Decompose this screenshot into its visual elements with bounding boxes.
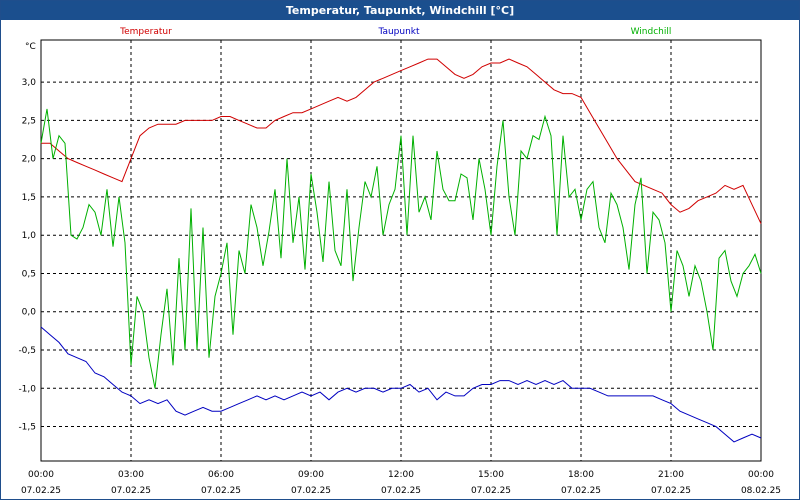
grid-lines [41,40,761,461]
legend-windchill: Windchill [631,27,672,37]
y-tick-label: 0,0 [22,308,37,318]
y-tick-label: 0,5 [22,269,36,279]
y-tick-label: 1,0 [22,231,37,241]
x-tick-date: 07.02.25 [561,486,601,496]
x-tick-time: 21:00 [658,470,684,480]
x-tick-time: 15:00 [478,470,504,480]
y-tick-label: -0,5 [18,346,36,356]
x-tick-date: 07.02.25 [21,486,61,496]
series-line-windchill [40,108,762,389]
y-tick-label: 1,5 [22,193,36,203]
y-tick-label: 3,0 [22,78,37,88]
y-tick-label: -1,5 [18,423,36,433]
y-tick-label: 2,5 [22,116,36,126]
x-axis-ticks: 00:00 07.02.25 03:00 07.02.25 06:00 07.02.25 0… [21,470,781,496]
series-lines [40,58,762,443]
x-tick-date: 07.02.25 [201,486,241,496]
x-tick-date: 07.02.25 [111,486,151,496]
y-tick-label: 2,0 [22,155,37,165]
x-tick-time: 03:00 [118,470,144,480]
x-tick-date: 07.02.25 [291,486,331,496]
x-tick-time: 00:00 [748,470,774,480]
x-tick-time: 18:00 [568,470,594,480]
series-line-taupunkt [40,326,762,443]
y-axis-ticks: 3,0 2,5 2,0 1,5 1,0 0,5 0,0 -0,5 -1,0 -1,5 [18,78,36,432]
x-tick-time: 12:00 [388,470,414,480]
legend-temperatur: Temperatur [119,27,172,37]
x-tick-date: 07.02.25 [471,486,511,496]
x-tick-date: 08.02.25 [741,486,781,496]
legend-taupunkt: Taupunkt [377,27,420,37]
y-tick-label: -1,0 [18,384,36,394]
x-tick-time: 06:00 [208,470,234,480]
x-tick-time: 00:00 [28,470,54,480]
x-tick-time: 09:00 [298,470,324,480]
x-tick-date: 07.02.25 [651,486,691,496]
y-axis-label: °C [25,42,36,52]
x-tick-date: 07.02.25 [381,486,421,496]
chart-title: Temperatur, Taupunkt, Windchill [°C] [1,1,799,20]
